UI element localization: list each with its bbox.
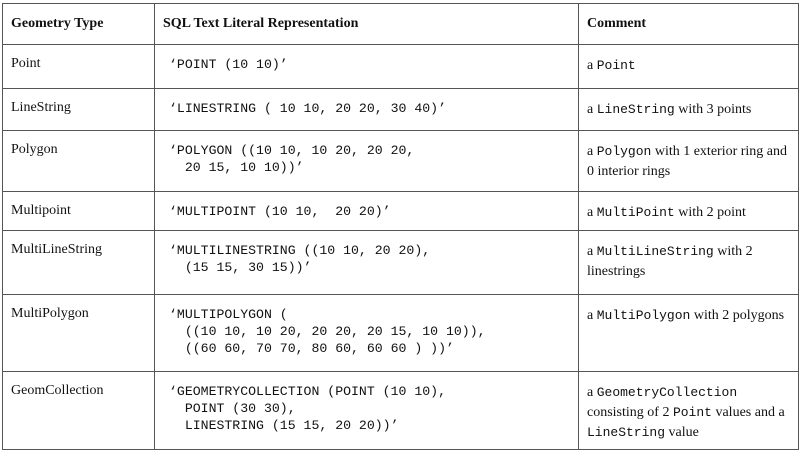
sql-line: (15 15, 30 15))’ xyxy=(169,260,312,275)
comment-code-term: MultiPoint xyxy=(596,205,675,220)
comment-text: a xyxy=(587,102,597,117)
sql-literal-cell: ‘MULTILINESTRING ((10 10, 20 20), (15 15… xyxy=(154,230,579,295)
comment-text: with 1 exterior ring and 0 interior ring… xyxy=(587,144,788,179)
comment-code-term: LineString xyxy=(587,425,666,440)
sql-line: LINESTRING (15 15, 20 20))’ xyxy=(169,418,399,433)
sql-literal-cell: ‘POLYGON ((10 10, 10 20, 20 20, 20 15, 1… xyxy=(154,130,579,192)
geometry-type-cell: Polygon xyxy=(2,130,155,192)
header-sql-literal: SQL Text Literal Representation xyxy=(154,3,579,45)
comment-text: with 3 points xyxy=(674,102,752,117)
table-row: Point ‘POINT (10 10)’ a Point xyxy=(2,44,799,89)
sql-line: ((10 10, 10 20, 20 20, 20 15, 10 10)), xyxy=(169,324,486,339)
comment-text: values and a xyxy=(711,405,785,420)
sql-line: ‘POINT (10 10)’ xyxy=(169,57,288,72)
header-geometry-type: Geometry Type xyxy=(2,3,155,45)
comment-code-term: Polygon xyxy=(596,144,652,159)
header-row: Geometry Type SQL Text Literal Represent… xyxy=(2,3,799,45)
comment-text: a xyxy=(587,144,597,159)
comment-cell: a LineString with 3 points xyxy=(578,88,799,131)
comment-text: with 2 linestrings xyxy=(587,244,753,279)
sql-line: POINT (30 30), xyxy=(169,401,296,416)
table-row: Multipoint ‘MULTIPOINT (10 10, 20 20)’ a M… xyxy=(2,191,799,231)
sql-literal-cell: ‘POINT (10 10)’ xyxy=(154,44,579,89)
sql-line: ‘MULTIPOINT (10 10, 20 20)’ xyxy=(169,204,391,219)
comment-code-term: Point xyxy=(596,58,636,73)
comment-text: a xyxy=(587,205,597,220)
comment-cell: a MultiLineString with 2 linestrings xyxy=(578,230,799,295)
table-row: Polygon ‘POLYGON ((10 10, 10 20, 20 20, 2… xyxy=(2,130,799,192)
comment-cell: a GeometryCollection consisting of 2 Poi… xyxy=(578,371,799,450)
geometry-type-cell: LineString xyxy=(2,88,155,131)
comment-cell: a MultiPoint with 2 point xyxy=(578,191,799,231)
comment-code-term: GeometryCollection xyxy=(596,385,738,400)
geometry-literal-table: Geometry Type SQL Text Literal Represent… xyxy=(2,3,799,450)
comment-text: with 2 point xyxy=(674,205,746,220)
comment-text: value xyxy=(665,425,699,440)
comment-text: consisting of 2 xyxy=(587,405,673,420)
comment-cell: a Point xyxy=(578,44,799,89)
comment-text: a xyxy=(587,58,597,73)
table-row: MultiPolygon ‘MULTIPOLYGON ( ((10 10, 10 … xyxy=(2,294,799,372)
geometry-type-cell: MultiPolygon xyxy=(2,294,155,372)
sql-line: ‘GEOMETRYCOLLECTION (POINT (10 10), xyxy=(169,384,446,399)
comment-code-term: MultiPolygon xyxy=(596,308,691,323)
table-row: MultiLineString ‘MULTILINESTRING ((10 10,… xyxy=(2,230,799,295)
sql-line: 20 15, 10 10))’ xyxy=(169,160,304,175)
comment-cell: a MultiPolygon with 2 polygons xyxy=(578,294,799,372)
sql-literal-cell: ‘MULTIPOLYGON ( ((10 10, 10 20, 20 20, 2… xyxy=(154,294,579,372)
geometry-type-cell: MultiLineString xyxy=(2,230,155,295)
comment-code-term: LineString xyxy=(596,102,675,117)
comment-text: a xyxy=(587,308,597,323)
comment-text: a xyxy=(587,385,597,400)
geometry-type-cell: Multipoint xyxy=(2,191,155,231)
geometry-type-cell: Point xyxy=(2,44,155,89)
geometry-type-cell: GeomCollection xyxy=(2,371,155,450)
sql-line: ‘MULTILINESTRING ((10 10, 20 20), xyxy=(169,243,431,258)
sql-line: ‘LINESTRING ( 10 10, 20 20, 30 40)’ xyxy=(169,101,446,116)
header-comment: Comment xyxy=(578,3,799,45)
sql-literal-cell: ‘MULTIPOINT (10 10, 20 20)’ xyxy=(154,191,579,231)
comment-cell: a Polygon with 1 exterior ring and 0 int… xyxy=(578,130,799,192)
comment-text: a xyxy=(587,244,597,259)
sql-line: ‘POLYGON ((10 10, 10 20, 20 20, xyxy=(169,143,415,158)
table-row: GeomCollection ‘GEOMETRYCOLLECTION (POINT… xyxy=(2,371,799,450)
sql-literal-cell: ‘GEOMETRYCOLLECTION (POINT (10 10), POIN… xyxy=(154,371,579,450)
sql-line: ‘MULTIPOLYGON ( xyxy=(169,307,288,322)
comment-code-term: MultiLineString xyxy=(596,244,714,259)
table-row: LineString ‘LINESTRING ( 10 10, 20 20, 30… xyxy=(2,88,799,131)
sql-literal-cell: ‘LINESTRING ( 10 10, 20 20, 30 40)’ xyxy=(154,88,579,131)
comment-text: with 2 polygons xyxy=(690,308,785,323)
sql-line: ((60 60, 70 70, 80 60, 60 60 ) ))’ xyxy=(169,341,454,356)
comment-code-term: Point xyxy=(672,405,712,420)
